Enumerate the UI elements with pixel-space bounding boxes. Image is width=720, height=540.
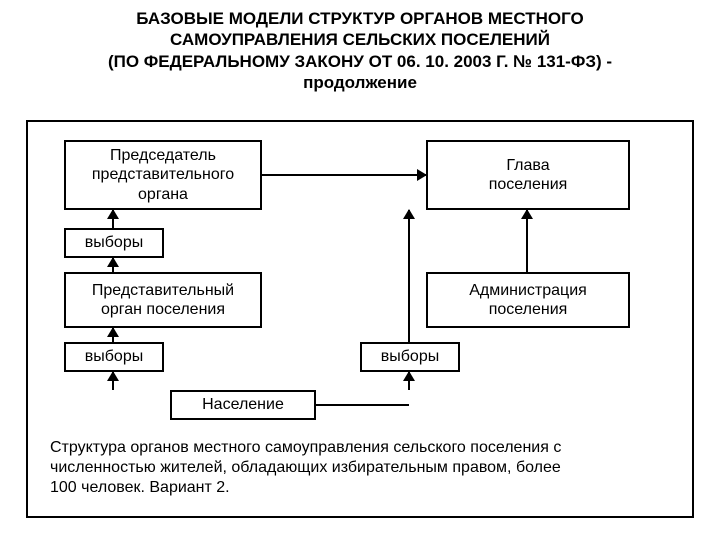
arrow-head-to-admin [526,210,528,272]
node-elections1: выборы [64,228,164,258]
node-head: Глава поселения [426,140,630,210]
node-elections3: выборы [360,342,460,372]
line-population-ext [316,404,409,406]
node-rep-body: Представительный орган поселения [64,272,262,328]
arrow-population-up-l [112,372,114,390]
diagram-title: БАЗОВЫЕ МОДЕЛИ СТРУКТУР ОРГАНОВ МЕСТНОГО… [0,8,720,93]
arrow-elections3-to-head [408,210,410,342]
node-admin: Администрация поселения [426,272,630,328]
node-chairman: Председатель представительного органа [64,140,262,210]
arrow-repbody-up [112,258,114,272]
arrow-elections2-up [112,328,114,342]
arrow-chairman-to-head [262,174,426,176]
node-elections2: выборы [64,342,164,372]
footer-description: Структура органов местного самоуправлени… [50,438,680,498]
node-population: Население [170,390,316,420]
arrow-chairman-up [112,210,114,228]
arrow-population-up-r [408,372,410,390]
